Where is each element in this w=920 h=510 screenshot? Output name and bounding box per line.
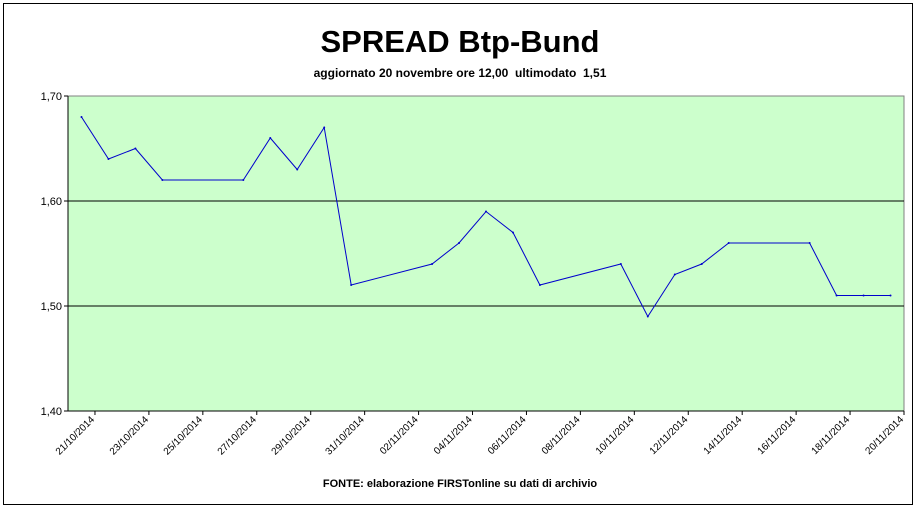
data-point [350, 284, 353, 286]
x-tick-label: 06/11/2014 [486, 414, 529, 457]
data-point [269, 137, 272, 139]
data-point [458, 242, 461, 244]
x-tick-label: 23/10/2014 [108, 414, 151, 457]
x-tick-label: 08/11/2014 [540, 414, 583, 457]
x-tick-label: 20/11/2014 [863, 414, 906, 457]
chart-title: SPREAD Btp-Bund [320, 24, 600, 59]
data-point [80, 116, 83, 118]
x-tick-label: 14/11/2014 [702, 414, 745, 457]
data-point [862, 294, 865, 297]
y-tick-label: 1,40 [41, 406, 62, 418]
data-point [673, 273, 676, 276]
data-point [538, 284, 541, 286]
data-point [808, 242, 811, 244]
chart-source-note: FONTE: elaborazione FIRSTonline su dati … [322, 478, 598, 490]
data-point [485, 210, 487, 213]
data-point [727, 242, 730, 244]
data-point [511, 231, 514, 234]
data-point [646, 315, 649, 318]
axes [67, 96, 904, 412]
x-tick-label: 21/10/2014 [54, 414, 97, 457]
data-point [161, 179, 164, 181]
y-tick-label: 1,60 [41, 196, 62, 208]
y-axis-ticks: 1,40 1,50 1,60 1,70 [41, 91, 68, 418]
data-point [619, 263, 622, 265]
data-point [242, 179, 245, 181]
data-point [134, 147, 137, 150]
x-tick-label: 18/11/2014 [810, 414, 853, 457]
x-tick-label: 31/10/2014 [324, 414, 367, 457]
x-tick-label: 04/11/2014 [432, 414, 475, 457]
chart-subtitle: aggiornato 20 novembre ore 12,00 ultimod… [313, 66, 607, 80]
data-point [835, 294, 838, 297]
grid-lines [68, 200, 904, 307]
data-point [889, 294, 892, 297]
x-tick-label: 12/11/2014 [648, 414, 691, 457]
data-point [323, 126, 326, 129]
data-point [107, 158, 110, 160]
x-axis-ticks: 21/10/2014 23/10/2014 25/10/2014 27/10/2014… [54, 411, 906, 458]
y-tick-label: 1,50 [41, 301, 62, 313]
x-tick-label: 10/11/2014 [594, 414, 637, 457]
y-tick-label: 1,70 [41, 91, 62, 103]
x-tick-label: 29/10/2014 [270, 414, 313, 457]
x-tick-label: 25/10/2014 [162, 414, 205, 457]
data-point [296, 168, 299, 171]
data-point [700, 263, 703, 265]
plot-area [67, 95, 905, 412]
x-tick-label: 27/10/2014 [216, 414, 259, 457]
data-points [80, 116, 892, 318]
data-point [431, 263, 434, 265]
x-tick-label: 02/11/2014 [378, 414, 421, 457]
x-tick-label: 16/11/2014 [756, 414, 799, 457]
